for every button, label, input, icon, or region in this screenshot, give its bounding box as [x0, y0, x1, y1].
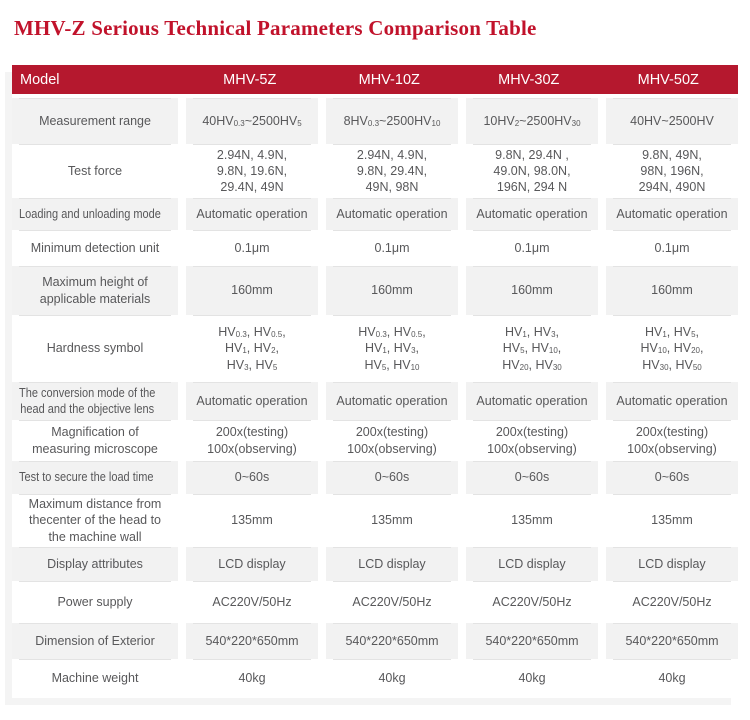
table-header-row: Model MHV-5Z MHV-10Z MHV-30Z MHV-50Z — [12, 65, 738, 94]
cell-hardness-symbol-mhv-10z: HV0.3, HV0.5, HV1, HV3, HV5, HV10 — [326, 315, 458, 382]
row-label-minimum-detection-unit: Minimum detection unit — [12, 230, 178, 266]
cell-dimension-mhv-50z: 540*220*650mm — [606, 622, 738, 659]
cell-load-time-mhv-30z: 0~60s — [466, 461, 598, 494]
table-row-hardness-symbol: Hardness symbol HV0.3, HV0.5, HV1, HV2, HV… — [12, 315, 738, 382]
header-model-mhv-50z: MHV-50Z — [637, 71, 699, 88]
table-row-conversion-mode: The conversion mode of the head and the o… — [12, 382, 738, 420]
cell-conversion-mode-mhv-50z: Automatic operation — [606, 382, 738, 420]
cell-measurement-range-mhv-10z: 8HV0.3~2500HV10 — [326, 98, 458, 144]
row-label-display-attributes: Display attributes — [12, 546, 178, 581]
cell-max-height-mhv-50z: 160mm — [606, 266, 738, 315]
row-label-load-time: Test to secure the load time — [12, 461, 178, 494]
table-row-machine-weight: Machine weight 40kg 40kg 40kg 40kg — [12, 658, 738, 698]
cell-power-mhv-50z: AC220V/50Hz — [606, 580, 738, 623]
page-title: MHV-Z Serious Technical Parameters Compa… — [14, 16, 537, 40]
row-label-text: Test to secure the load time — [19, 470, 154, 485]
table-row-maximum-height: Maximum height of applicable materials 16… — [12, 266, 738, 315]
header-model-label: Model — [20, 71, 60, 88]
cell-conversion-mode-mhv-30z: Automatic operation — [466, 382, 598, 420]
cell-detection-unit-mhv-5z: 0.1μm — [186, 230, 318, 266]
row-label-loading-mode: Loading and unloading mode — [12, 198, 178, 230]
header-model-mhv-10z: MHV-10Z — [358, 71, 420, 88]
table-row-magnification: Magnification of measuring microscope 200… — [12, 420, 738, 461]
cell-power-mhv-30z: AC220V/50Hz — [466, 580, 598, 623]
cell-conversion-mode-mhv-5z: Automatic operation — [186, 382, 318, 420]
cell-display-mhv-5z: LCD display — [186, 546, 318, 581]
cell-weight-mhv-5z: 40kg — [186, 658, 318, 698]
cell-dimension-mhv-10z: 540*220*650mm — [326, 622, 458, 659]
row-label-maximum-distance: Maximum distance from thecenter of the he… — [12, 494, 178, 547]
parameters-table: Measurement range 40HV0.3~2500HV5 8HV0.3… — [4, 98, 746, 698]
row-label-magnification: Magnification of measuring microscope — [12, 420, 178, 461]
cell-load-time-mhv-10z: 0~60s — [326, 461, 458, 494]
cell-test-force-mhv-10z: 2.94N, 4.9N, 9.8N, 29.4N, 49N, 98N — [326, 144, 458, 198]
row-label-measurement-range: Measurement range — [12, 98, 178, 144]
cell-measurement-range-mhv-50z: 40HV~2500HV — [606, 98, 738, 144]
cell-max-height-mhv-30z: 160mm — [466, 266, 598, 315]
cell-dimension-mhv-30z: 540*220*650mm — [466, 622, 598, 659]
table-row-measurement-range: Measurement range 40HV0.3~2500HV5 8HV0.3… — [12, 98, 738, 144]
cell-detection-unit-mhv-50z: 0.1μm — [606, 230, 738, 266]
table-row-test-force: Test force 2.94N, 4.9N, 9.8N, 19.6N, 29.4N… — [12, 144, 738, 198]
cell-magnification-mhv-50z: 200x(testing) 100x(observing) — [606, 420, 738, 461]
cell-max-height-mhv-5z: 160mm — [186, 266, 318, 315]
table-row-minimum-detection-unit: Minimum detection unit 0.1μm 0.1μm 0.1μm… — [12, 230, 738, 266]
row-label-test-force: Test force — [12, 144, 178, 198]
row-label-text: Loading and unloading mode — [19, 206, 161, 221]
cell-power-mhv-10z: AC220V/50Hz — [326, 580, 458, 623]
table-row-loading-mode: Loading and unloading mode Automatic ope… — [12, 198, 738, 230]
page: MHV-Z Serious Technical Parameters Compa… — [0, 16, 750, 698]
cell-power-mhv-5z: AC220V/50Hz — [186, 580, 318, 623]
row-label-power-supply: Power supply — [12, 580, 178, 623]
cell-weight-mhv-10z: 40kg — [326, 658, 458, 698]
table-row-load-time: Test to secure the load time 0~60s 0~60s… — [12, 461, 738, 494]
cell-dimension-mhv-5z: 540*220*650mm — [186, 622, 318, 659]
cell-max-distance-mhv-30z: 135mm — [466, 494, 598, 547]
cell-weight-mhv-30z: 40kg — [466, 658, 598, 698]
table-row-display-attributes: Display attributes LCD display LCD displ… — [12, 546, 738, 581]
cell-magnification-mhv-10z: 200x(testing) 100x(observing) — [326, 420, 458, 461]
row-label-text: The conversion mode of the head and the o… — [19, 385, 156, 416]
cell-max-height-mhv-10z: 160mm — [326, 266, 458, 315]
row-label-machine-weight: Machine weight — [12, 658, 178, 698]
header-model-mhv-5z: MHV-5Z — [223, 71, 277, 88]
cell-load-time-mhv-5z: 0~60s — [186, 461, 318, 494]
cell-max-distance-mhv-5z: 135mm — [186, 494, 318, 547]
parameters-table-wrap: Model MHV-5Z MHV-10Z MHV-30Z MHV-50Z Mea… — [12, 65, 738, 698]
row-label-conversion-mode: The conversion mode of the head and the o… — [12, 382, 178, 420]
cell-display-mhv-30z: LCD display — [466, 546, 598, 581]
cell-measurement-range-mhv-30z: 10HV2~2500HV30 — [466, 98, 598, 144]
cell-hardness-symbol-mhv-30z: HV1, HV3, HV5, HV10, HV20, HV30 — [466, 315, 598, 382]
cell-weight-mhv-50z: 40kg — [606, 658, 738, 698]
cell-detection-unit-mhv-30z: 0.1μm — [466, 230, 598, 266]
cell-loading-mode-mhv-10z: Automatic operation — [326, 198, 458, 230]
cell-display-mhv-50z: LCD display — [606, 546, 738, 581]
cell-magnification-mhv-5z: 200x(testing) 100x(observing) — [186, 420, 318, 461]
cell-test-force-mhv-50z: 9.8N, 49N, 98N, 196N, 294N, 490N — [606, 144, 738, 198]
cell-test-force-mhv-5z: 2.94N, 4.9N, 9.8N, 19.6N, 29.4N, 49N — [186, 144, 318, 198]
row-label-dimension: Dimension of Exterior — [12, 622, 178, 659]
cell-loading-mode-mhv-30z: Automatic operation — [466, 198, 598, 230]
cell-conversion-mode-mhv-10z: Automatic operation — [326, 382, 458, 420]
cell-detection-unit-mhv-10z: 0.1μm — [326, 230, 458, 266]
cell-test-force-mhv-30z: 9.8N, 29.4N , 49.0N, 98.0N, 196N, 294 N — [466, 144, 598, 198]
cell-display-mhv-10z: LCD display — [326, 546, 458, 581]
cell-max-distance-mhv-50z: 135mm — [606, 494, 738, 547]
header-model-mhv-30z: MHV-30Z — [498, 71, 560, 88]
cell-hardness-symbol-mhv-50z: HV1, HV5, HV10, HV20, HV30, HV50 — [606, 315, 738, 382]
row-label-maximum-height: Maximum height of applicable materials — [12, 266, 178, 315]
row-label-hardness-symbol: Hardness symbol — [12, 315, 178, 382]
cell-magnification-mhv-30z: 200x(testing) 100x(observing) — [466, 420, 598, 461]
table-row-dimension: Dimension of Exterior 540*220*650mm 540*… — [12, 622, 738, 659]
cell-load-time-mhv-50z: 0~60s — [606, 461, 738, 494]
table-row-power-supply: Power supply AC220V/50Hz AC220V/50Hz AC2… — [12, 580, 738, 623]
cell-hardness-symbol-mhv-5z: HV0.3, HV0.5, HV1, HV2, HV3, HV5 — [186, 315, 318, 382]
table-row-maximum-distance: Maximum distance from thecenter of the he… — [12, 494, 738, 547]
cell-loading-mode-mhv-5z: Automatic operation — [186, 198, 318, 230]
cell-loading-mode-mhv-50z: Automatic operation — [606, 198, 738, 230]
cell-measurement-range-mhv-5z: 40HV0.3~2500HV5 — [186, 98, 318, 144]
cell-max-distance-mhv-10z: 135mm — [326, 494, 458, 547]
